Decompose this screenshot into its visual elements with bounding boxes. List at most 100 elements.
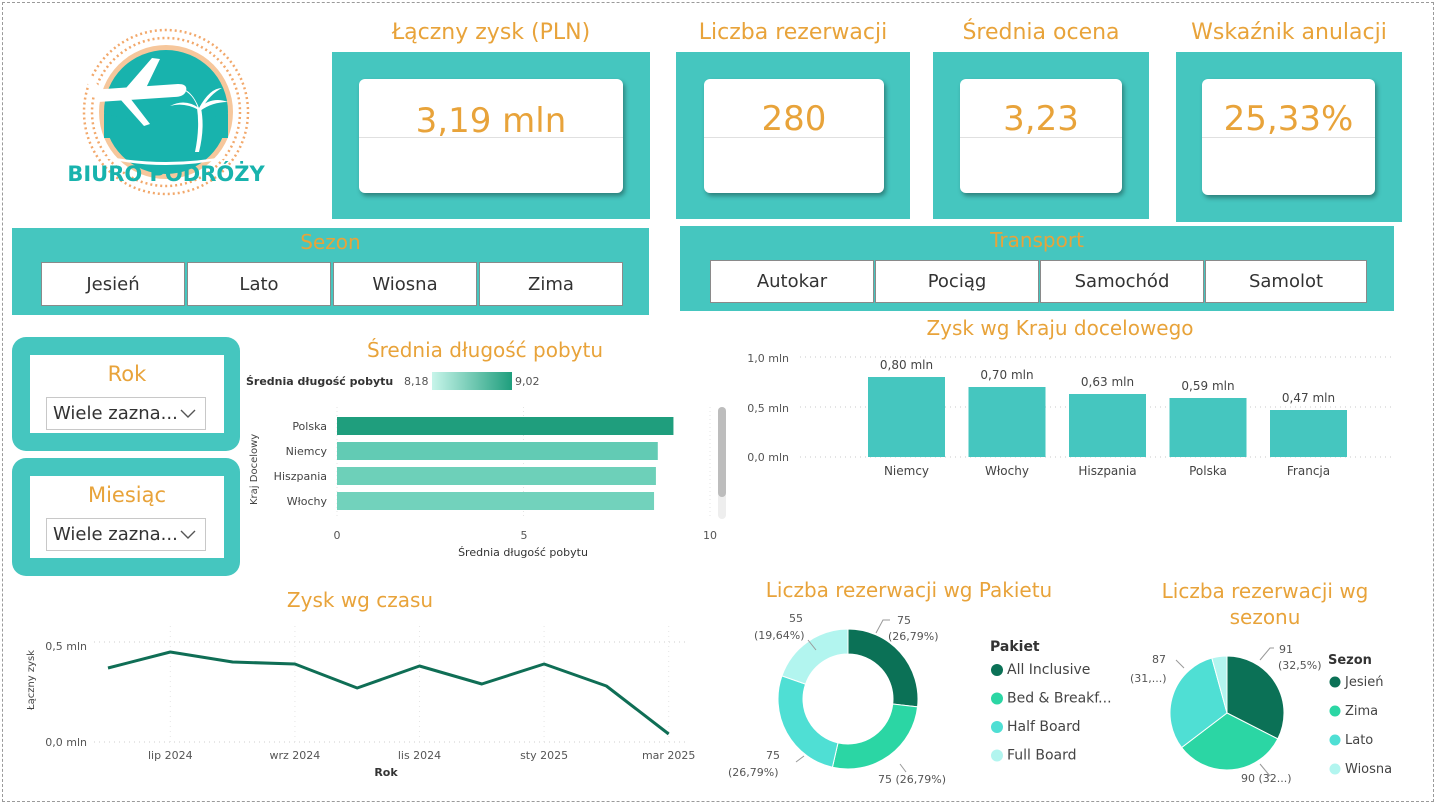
season-chip-lato[interactable]: Lato [187,262,331,306]
season-slice [1169,657,1228,749]
season-label: 91 (32,5%) [1278,643,1322,672]
stay-legend-label: Średnia długość pobytu [246,375,393,388]
kpi-profit-value: 3,19 mln [415,101,567,141]
stay-x-tick: 5 [521,529,528,542]
country-bar [1169,398,1247,457]
time-line [107,650,670,736]
transport-slicer: Transport Autokar Pociąg Samochód Samolo… [680,226,1394,311]
stay-x-tick: 10 [703,529,717,542]
kpi-bookings-title: Liczba rezerwacji [698,20,888,45]
stay-chart-title: Średnia długość pobytu [366,338,604,362]
kpi-divider [359,137,623,138]
season-slicer-title: Sezon [300,230,361,254]
stay-scrollbar-thumb[interactable] [718,407,726,497]
transport-slicer-title: Transport [990,228,1084,252]
package-chart: 75 (26,79%) 75 (26,79%) 75 (26,79%) 55 (19,… [728,612,1112,786]
package-legend-label: Half Board [1007,719,1081,735]
season-legend-marker [1329,705,1341,717]
chevron-down-icon [180,530,196,539]
time-y-axis-label: Łączny zysk [26,650,37,711]
logo-graphic: BIURO PODRÓŻY [67,28,265,196]
country-category-label: Francja [1287,464,1330,478]
transport-chip-samolot[interactable]: Samolot [1205,260,1367,303]
stay-chart: Średnia długość pobytu 8,18 9,02 Kraj Do… [246,372,726,559]
season-legend-title: Sezon [1328,653,1372,668]
logo-text: BIURO PODRÓŻY [67,161,265,186]
country-category-label: Polska [1189,464,1227,478]
package-label: 75 (26,79%) [878,773,946,786]
package-legend-marker [991,749,1003,762]
kpi-rating-value: 3,23 [1003,99,1079,139]
country-bar [1069,394,1146,457]
kpi-profit-title: Łączny zysk (PLN) [391,20,591,45]
country-data-label: 0,47 mln [1282,391,1335,405]
package-label: 75 (26,79%) [888,614,939,643]
season-chip-wiosna[interactable]: Wiosna [333,262,477,306]
package-slices [777,628,919,770]
time-y-tick: 0,5 mln [45,640,87,653]
season-legend-label: Jesień [1344,675,1383,690]
season-chip-jesien[interactable]: Jesień [41,262,185,306]
country-y-tick: 0,5 mln [747,402,789,415]
package-slice [831,703,919,770]
month-filter-card: Miesiąc Wiele zazna... [30,476,224,558]
transport-chip-samochod[interactable]: Samochód [1040,260,1204,303]
season-chart-title-line2: sezonu [1229,605,1301,629]
time-x-tick: mar 2025 [642,749,695,762]
season-chip-zima[interactable]: Zima [479,262,623,306]
stay-bar [337,492,655,510]
stay-legend-gradient [432,372,512,390]
stay-category-label: Włochy [287,495,328,508]
month-dropdown[interactable]: Wiele zazna... [46,518,206,551]
package-legend-label: Full Board [1007,748,1077,764]
package-legend-label: All Inclusive [1007,662,1090,678]
year-filter-title: Rok [107,362,147,386]
package-chart-title: Liczba rezerwacji wg Pakietu [765,578,1053,602]
kpi-divider [1202,137,1375,138]
stay-legend-min: 8,18 [404,375,429,388]
country-bar [868,377,945,457]
chevron-down-icon [180,409,196,418]
season-chart-title: Liczba rezerwacji wg sezonu [1130,578,1400,630]
kpi-rating-title: Średnia ocena [962,20,1120,45]
season-legend-label: Lato [1345,733,1373,748]
year-filter-panel: Rok Wiele zazna... [12,337,240,451]
stay-category-label: Hiszpania [274,470,327,483]
year-dropdown[interactable]: Wiele zazna... [46,397,206,430]
package-slice [777,675,839,768]
package-legend-marker [991,664,1003,676]
month-filter-title: Miesiąc [87,483,167,507]
year-dropdown-value: Wiele zazna... [53,403,178,424]
time-x-tick: lip 2024 [148,749,193,762]
country-category-label: Włochy [985,464,1029,478]
package-legend: All Inclusive Bed & Breakf... Half Board Fu… [991,662,1112,764]
kpi-divider [704,137,884,138]
time-series [107,650,670,736]
stay-gridlines [336,407,711,519]
stay-legend-max: 9,02 [515,375,540,388]
time-y-tick: 0,0 mln [45,736,87,749]
country-category-label: Hiszpania [1078,464,1136,478]
kpi-cancel-value: 25,33% [1223,99,1354,139]
month-dropdown-value: Wiele zazna... [53,524,178,545]
package-label: 55 (19,64%) [754,612,805,642]
transport-chip-pociag[interactable]: Pociąg [875,260,1039,303]
country-y-tick: 0,0 mln [747,451,789,464]
time-gridlines [94,626,686,743]
month-filter-panel: Miesiąc Wiele zazna... [12,458,240,576]
stay-category-label: Polska [292,420,327,433]
time-x-axis-label: Rok [374,766,398,779]
country-data-label: 0,59 mln [1181,379,1234,393]
stay-x-axis-label: Średnia długość pobytu [458,546,588,559]
season-label: 87 (31,...) [1130,653,1167,685]
time-x-tick: wrz 2024 [270,749,321,762]
time-x-ticks: lip 2024 wrz 2024 lis 2024 sty 2025 mar 2025 [148,749,695,762]
season-slice [1211,655,1228,714]
season-legend-marker [1329,763,1341,775]
transport-chip-autokar[interactable]: Autokar [710,260,874,303]
package-legend-title: Pakiet [990,639,1040,655]
package-legend-marker [991,721,1003,733]
country-bar [968,387,1046,457]
year-filter-card: Rok Wiele zazna... [30,355,224,433]
stay-bar [337,467,656,485]
